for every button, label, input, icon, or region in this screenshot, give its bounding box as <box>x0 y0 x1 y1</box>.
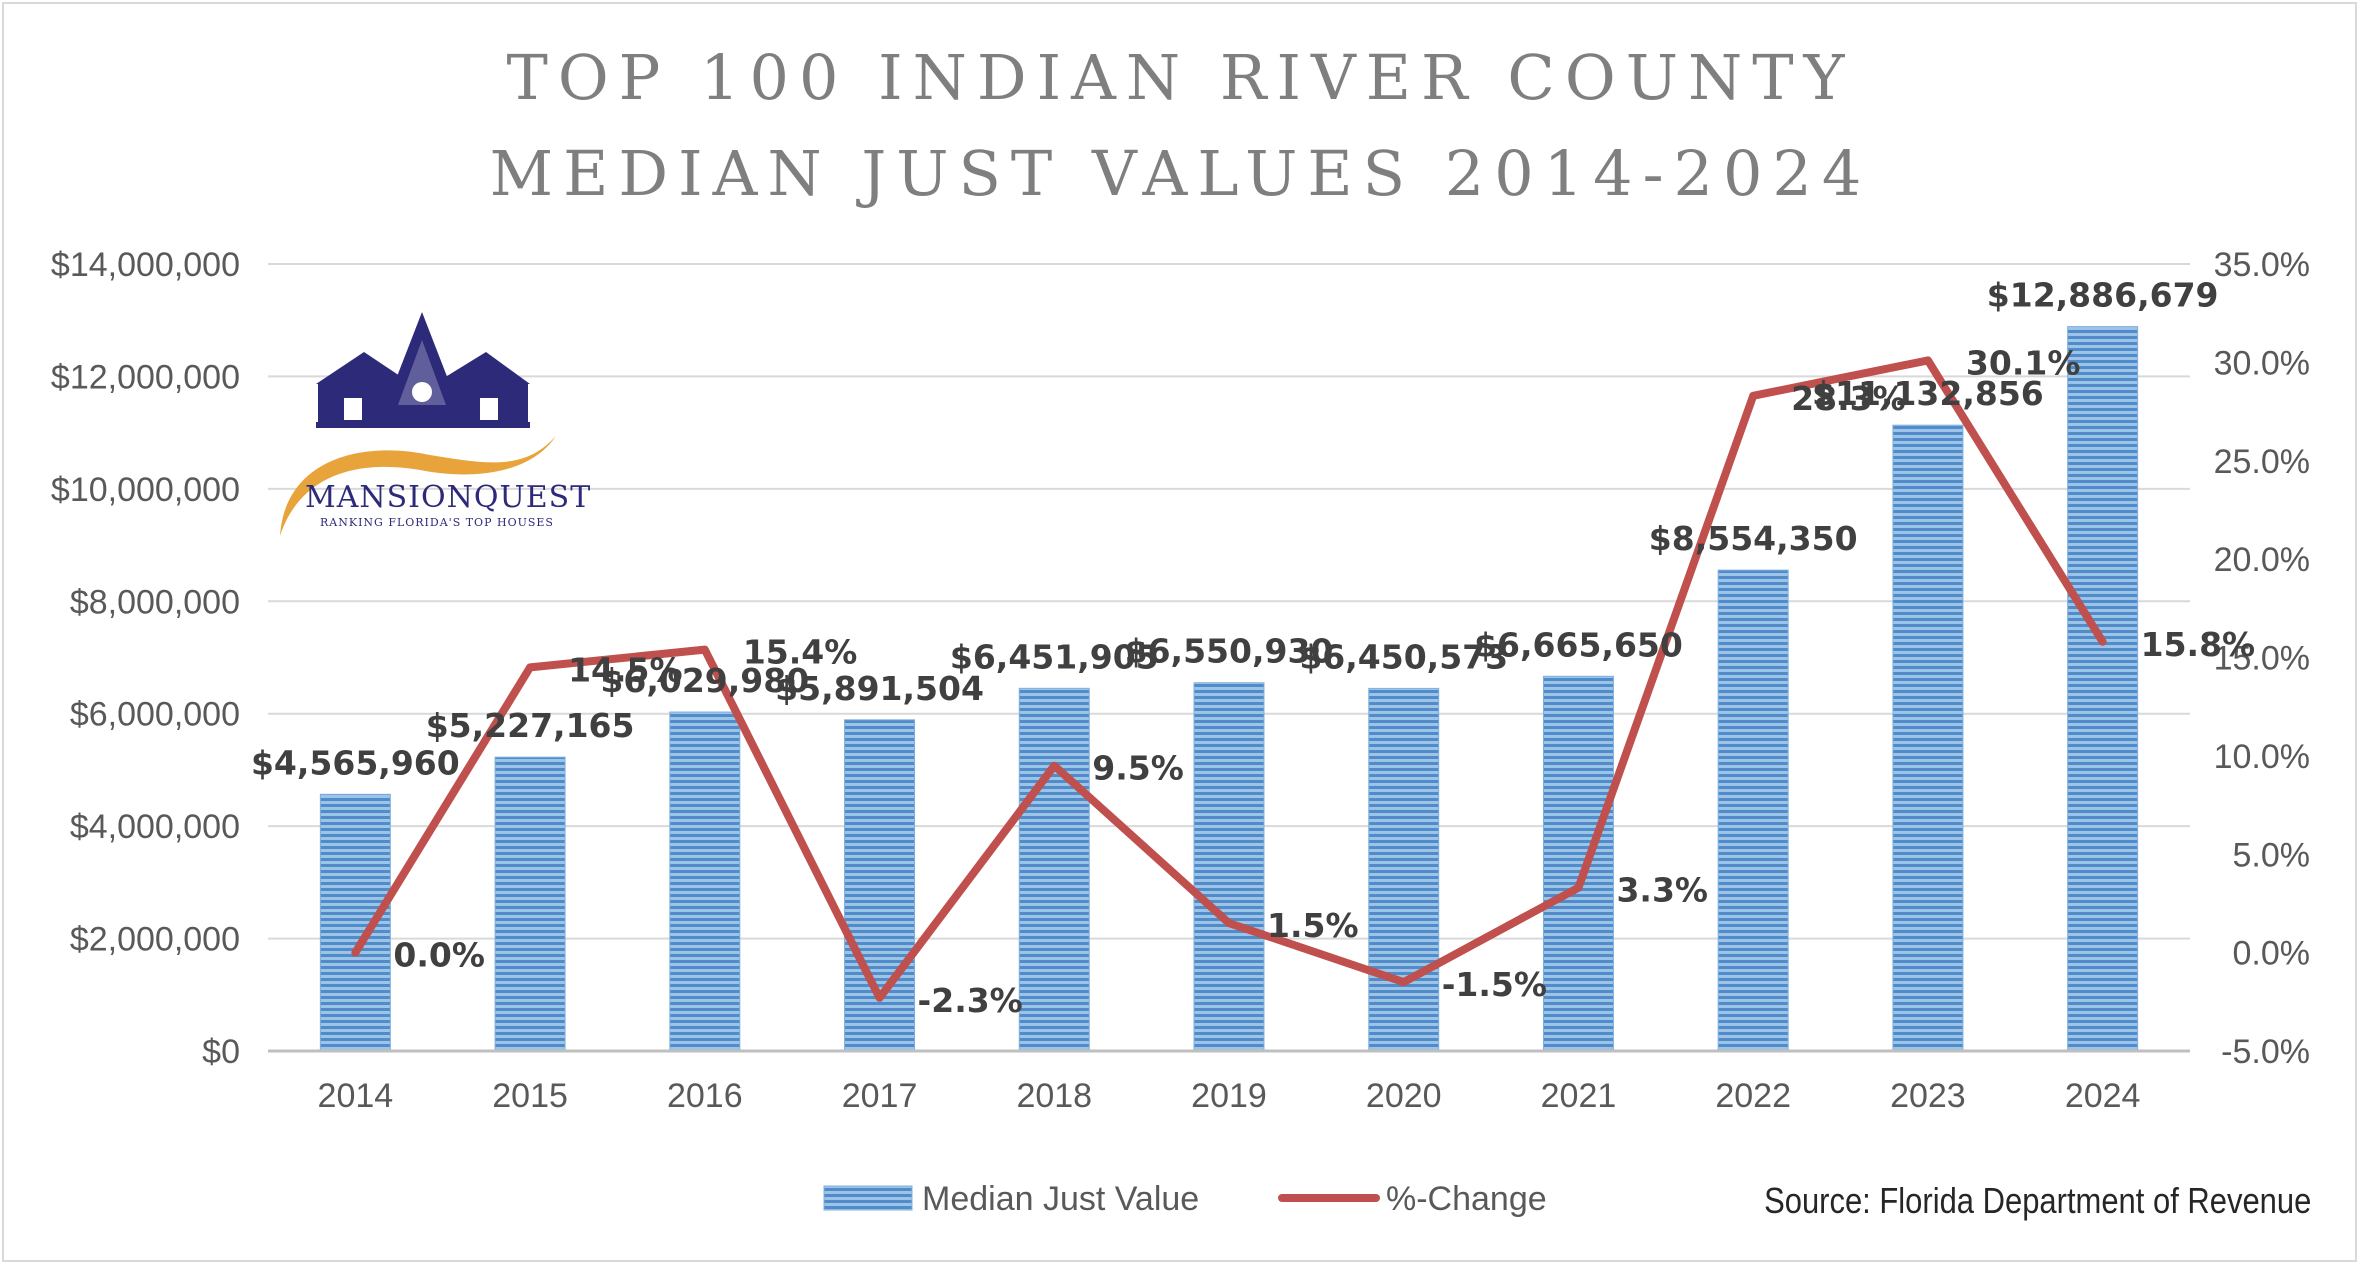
percent-value-label: -1.5% <box>1442 965 1547 1004</box>
bar-value-label: $4,565,960 <box>251 743 460 782</box>
house-icon <box>316 312 530 428</box>
x-axis-tick-label: 2015 <box>492 1077 568 1115</box>
chart-title-line-1: TOP 100 INDIAN RIVER COUNTY <box>506 41 1855 114</box>
percent-value-label: 3.3% <box>1616 871 1708 910</box>
bar-2021 <box>1542 675 1614 1052</box>
x-axis-tick-label: 2024 <box>2065 1077 2141 1115</box>
left-axis-tick-label: $10,000,000 <box>51 471 240 509</box>
bar-value-label: $5,227,165 <box>426 706 635 745</box>
percent-change-point-2018 <box>1053 764 1056 767</box>
chart-title: TOP 100 INDIAN RIVER COUNTY MEDIAN JUST … <box>0 30 2361 222</box>
percent-value-label: 15.8% <box>2141 625 2256 664</box>
legend-label-median-just-value: Median Just Value <box>922 1180 1199 1218</box>
bar-series <box>319 326 2139 1052</box>
percent-change-point-2020 <box>1402 981 1405 984</box>
bar-value-label: $6,450,573 <box>1299 637 1508 676</box>
percent-value-label: 15.4% <box>743 633 858 672</box>
right-axis-tick-label: 0.0% <box>2233 935 2311 973</box>
right-axis-tick-label: 5.0% <box>2233 836 2311 874</box>
bar-value-label: $6,665,650 <box>1474 625 1683 664</box>
percent-value-label: -2.3% <box>918 981 1023 1020</box>
percent-change-point-2015 <box>529 666 532 669</box>
bar-2018 <box>1018 687 1090 1052</box>
bar-2015 <box>494 756 566 1052</box>
right-axis-tick-label: -5.0% <box>2221 1033 2310 1071</box>
right-axis-tick-label: 15.0% <box>2214 640 2310 678</box>
mansionquest-logo <box>280 312 556 536</box>
line-series <box>351 356 2107 1002</box>
bar-2019 <box>1193 682 1265 1052</box>
x-axis-tick-label: 2017 <box>842 1077 918 1115</box>
left-axis-tick-label: $6,000,000 <box>70 696 240 734</box>
x-axis-tick-label: 2020 <box>1366 1077 1442 1115</box>
percent-value-label: 1.5% <box>1267 906 1359 945</box>
right-axis-tick-label: 35.0% <box>2214 246 2310 284</box>
left-axis-tick-label: $12,000,000 <box>51 358 240 396</box>
bar-2024 <box>2067 326 2139 1052</box>
bar-value-label: $11,132,856 <box>1812 374 2044 413</box>
chart-title-line-2: MEDIAN JUST VALUES 2014-2024 <box>489 137 1872 210</box>
bar-value-label: $6,550,930 <box>1125 632 1334 671</box>
bar-2014 <box>319 793 391 1052</box>
right-axis-tick-label: 20.0% <box>2214 541 2310 579</box>
bar-2016 <box>669 711 741 1052</box>
left-axis-tick-label: $14,000,000 <box>51 246 240 284</box>
x-axis-tick-label: 2019 <box>1191 1077 1267 1115</box>
logo-swoosh <box>280 436 556 536</box>
percent-change-point-2024 <box>2101 640 2104 643</box>
x-axis-tick-label: 2014 <box>318 1077 394 1115</box>
x-axis-tick-label: 2023 <box>1890 1077 1966 1115</box>
percent-change-point-2023 <box>1926 359 1929 362</box>
x-axis-tick-label: 2018 <box>1016 1077 1092 1115</box>
percent-change-point-2014 <box>354 951 357 954</box>
left-axis-tick-label: $8,000,000 <box>70 583 240 621</box>
percent-change-point-2016 <box>703 648 706 651</box>
bar-2023 <box>1892 424 1964 1052</box>
logo-tagline: RANKING FLORIDA'S TOP HOUSES <box>320 516 554 529</box>
x-axis-tick-label: 2022 <box>1715 1077 1791 1115</box>
left-axis-tick-label: $0 <box>202 1033 240 1071</box>
percent-value-label: 9.5% <box>1092 749 1184 788</box>
bar-value-label: $12,886,679 <box>1987 276 2219 315</box>
left-axis: $0 $2,000,000 $4,000,000 $6,000,000 $8,000,0… <box>51 246 240 1071</box>
bar-2022 <box>1717 569 1789 1052</box>
percent-value-label: 30.1% <box>1966 343 2081 382</box>
data-labels: $4,565,960$5,227,165 $6,029,980$5,891,504… <box>251 276 2255 1020</box>
x-axis: 2014 2015 2016 2017 2018 2019 2020 2021 2022 2023… <box>268 1049 2190 1115</box>
percent-change-point-2017 <box>878 996 881 999</box>
legend-label-percent-change: %-Change <box>1386 1180 1547 1218</box>
x-axis-tick-label: 2021 <box>1541 1077 1617 1115</box>
bar-value-label: $6,451,905 <box>950 637 1159 676</box>
percent-value-label: 14.5% <box>568 650 683 689</box>
percent-change-point-2019 <box>1228 922 1230 925</box>
right-axis-tick-label: 25.0% <box>2214 443 2310 481</box>
logo-name: MANSIONQUEST <box>305 480 592 515</box>
left-axis-tick-label: $4,000,000 <box>70 808 240 846</box>
right-axis-tick-label: 30.0% <box>2214 344 2310 382</box>
legend: Median Just Value %-Change <box>823 1180 1547 1218</box>
left-axis-tick-label: $2,000,000 <box>70 921 240 959</box>
legend-bar-swatch <box>823 1185 913 1211</box>
percent-value-label: 0.0% <box>393 936 485 975</box>
bar-value-label: $6,029,980 <box>600 661 809 700</box>
right-axis-tick-label: 10.0% <box>2214 738 2310 776</box>
bar-value-label: $8,554,350 <box>1649 519 1858 558</box>
percent-change-point-2021 <box>1577 886 1580 889</box>
x-axis-tick-label: 2016 <box>667 1077 743 1115</box>
percent-value-label: 28.3% <box>1791 379 1906 418</box>
right-axis: -5.0% 0.0% 5.0% 10.0% 15.0% 20.0% 25.0% 30.0% 35… <box>2214 246 2310 1071</box>
percent-change-point-2022 <box>1752 394 1755 397</box>
source-note: Source: Florida Department of Revenue <box>1763 1180 2311 1221</box>
bar-2020 <box>1368 687 1440 1052</box>
bar-value-label: $5,891,504 <box>775 669 984 708</box>
